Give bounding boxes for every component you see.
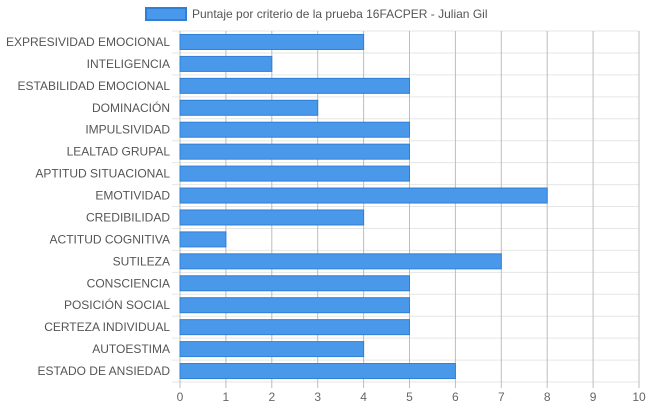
bar[interactable] <box>179 187 548 204</box>
bar[interactable] <box>179 297 410 314</box>
x-tick-label: 4 <box>360 390 367 404</box>
category-label: AUTOESTIMA <box>92 342 170 356</box>
category-label: INTELIGENCIA <box>87 57 170 71</box>
bar[interactable] <box>179 319 410 336</box>
category-label: EXPRESIVIDAD EMOCIONAL <box>6 35 170 49</box>
x-tick-label: 5 <box>406 390 413 404</box>
bar[interactable] <box>179 143 410 160</box>
bar[interactable] <box>179 55 273 72</box>
legend-label: Puntaje por criterio de la prueba 16FACP… <box>192 7 487 21</box>
x-tick-label: 2 <box>268 390 275 404</box>
bar[interactable] <box>179 99 319 116</box>
bar[interactable] <box>179 341 365 358</box>
category-label: ESTADO DE ANSIEDAD <box>38 364 171 378</box>
x-tick-label: 7 <box>498 390 505 404</box>
bars <box>179 33 548 380</box>
category-label: SUTILEZA <box>113 254 170 268</box>
category-label: DOMINACIÓN <box>92 100 170 115</box>
category-label: ESTABILIDAD EMOCIONAL <box>18 79 171 93</box>
value-axis: 0 1 2 3 4 5 6 7 8 9 10 <box>177 390 646 404</box>
x-tick-label: 6 <box>452 390 459 404</box>
x-tick-label: 8 <box>544 390 551 404</box>
category-label: IMPULSIVIDAD <box>85 123 170 137</box>
legend-swatch <box>145 7 187 21</box>
bar[interactable] <box>179 231 227 248</box>
x-tick-label: 1 <box>223 390 230 404</box>
category-label: CONSCIENCIA <box>87 276 170 290</box>
bar[interactable] <box>179 77 410 94</box>
category-label: LEALTAD GRUPAL <box>67 145 171 159</box>
bar[interactable] <box>179 165 410 182</box>
bar[interactable] <box>179 275 410 292</box>
bar[interactable] <box>179 33 365 50</box>
x-tick-label: 0 <box>177 390 184 404</box>
category-axis: EXPRESIVIDAD EMOCIONAL INTELIGENCIA ESTABI… <box>6 35 170 378</box>
x-tick-label: 9 <box>590 390 597 404</box>
category-label: POSICIÓN SOCIAL <box>64 297 170 312</box>
bar[interactable] <box>179 253 502 270</box>
bar[interactable] <box>179 209 365 226</box>
x-tick-label: 3 <box>314 390 321 404</box>
bar[interactable] <box>179 121 410 138</box>
bar[interactable] <box>179 363 456 380</box>
legend[interactable]: Puntaje por criterio de la prueba 16FACP… <box>145 7 487 21</box>
category-label: EMOTIVIDAD <box>95 189 170 203</box>
category-label: CREDIBILIDAD <box>86 210 170 224</box>
category-label: CERTEZA INDIVIDUAL <box>44 320 170 334</box>
category-label: ACTITUD COGNITIVA <box>50 232 170 246</box>
x-tick-label: 10 <box>632 390 646 404</box>
category-label: APTITUD SITUACIONAL <box>35 167 170 181</box>
